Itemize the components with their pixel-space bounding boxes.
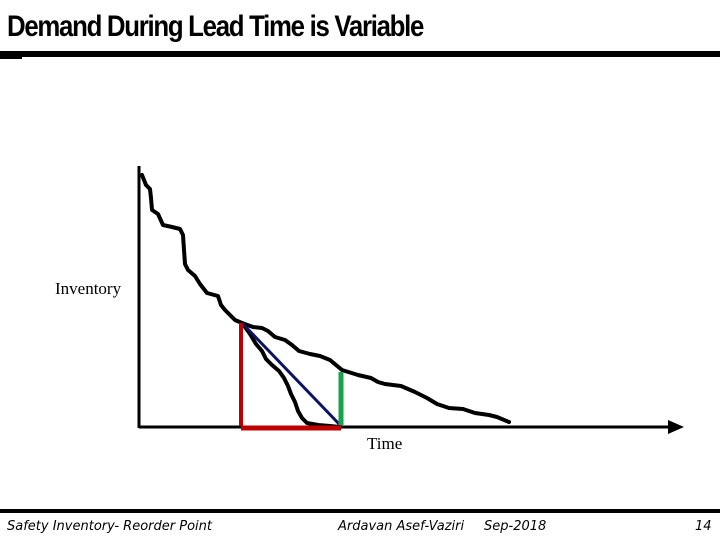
footer-divider — [0, 509, 720, 513]
page-number: 14 — [695, 519, 712, 534]
y-axis-label: Inventory — [55, 279, 122, 298]
average-demand-line — [240, 321, 343, 428]
footer-course-title: Safety Inventory- Reorder Point — [7, 519, 212, 534]
title-divider-accent — [0, 57, 22, 59]
slide-title: Demand During Lead Time is Variable — [7, 10, 424, 43]
title-divider — [0, 51, 720, 57]
x-axis-arrowhead — [668, 420, 684, 434]
x-axis-label: Time — [367, 434, 403, 453]
footer-date: Sep-2018 — [484, 519, 547, 534]
footer-author: Ardavan Asef-Vaziri — [338, 519, 465, 534]
demand-curve-fast — [240, 321, 342, 429]
demand-curve-slow — [140, 173, 511, 424]
